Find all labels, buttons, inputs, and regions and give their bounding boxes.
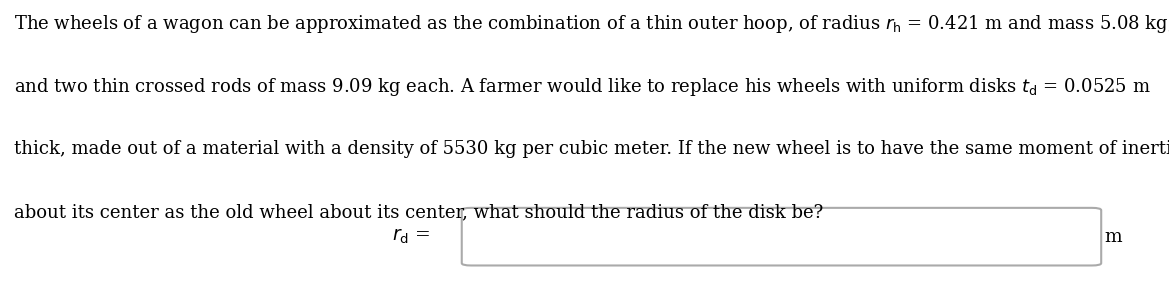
- Text: and two thin crossed rods of mass 9.09 kg each. A farmer would like to replace h: and two thin crossed rods of mass 9.09 k…: [14, 76, 1150, 98]
- Text: about its center as the old wheel about its center, what should the radius of th: about its center as the old wheel about …: [14, 203, 823, 221]
- Text: $r_\mathrm{d}$ =: $r_\mathrm{d}$ =: [392, 228, 430, 246]
- FancyBboxPatch shape: [462, 208, 1101, 265]
- Text: thick, made out of a material with a density of 5530 kg per cubic meter. If the : thick, made out of a material with a den…: [14, 140, 1169, 158]
- Text: The wheels of a wagon can be approximated as the combination of a thin outer hoo: The wheels of a wagon can be approximate…: [14, 13, 1169, 35]
- Text: m: m: [1105, 228, 1122, 246]
